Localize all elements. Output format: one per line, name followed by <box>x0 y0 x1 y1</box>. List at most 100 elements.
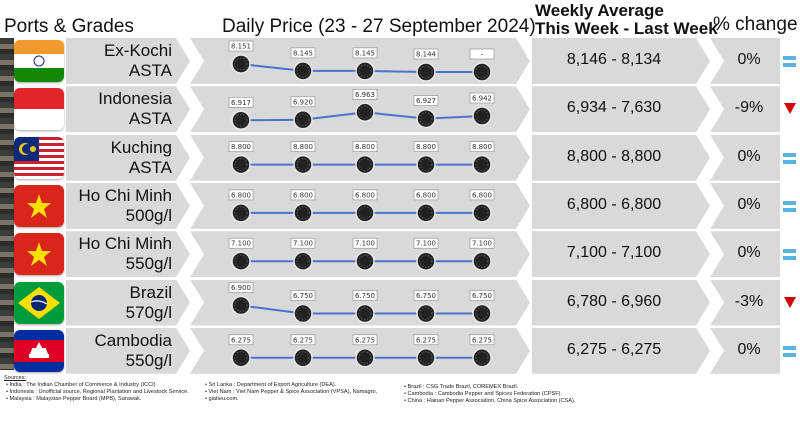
table-row: Indonesia ASTA 6,934 - 7,630 -9% <box>0 86 800 133</box>
table-row: Cambodia 550g/l 6,275 - 6,275 0% <box>0 327 800 374</box>
daily-price-cell <box>190 134 530 181</box>
ports-grades-header: Ports & Grades <box>4 16 134 37</box>
weekly-average-cell: 8,146 - 8,134 <box>532 38 710 84</box>
port-name: Kuching <box>110 137 172 157</box>
equal-icon <box>783 198 797 214</box>
port-grade-cell: Ho Chi Minh 500g/l <box>66 182 190 229</box>
grade-name: ASTA <box>128 109 172 129</box>
port-grade-label: Kuching ASTA <box>111 138 172 178</box>
table-row: Ho Chi Minh 500g/l 6,800 - 6,800 0% <box>0 182 800 229</box>
port-name: Cambodia <box>94 330 173 350</box>
port-grade-cell: Indonesia ASTA <box>66 86 190 133</box>
weekly-average-cell: 8,800 - 8,800 <box>532 134 710 181</box>
source-india: India : The Indian Chamber of Commerce &… <box>6 382 189 389</box>
source-sri-lanka: Sri Lanka : Department of Export Agricul… <box>205 382 377 389</box>
daily-price-cell <box>190 231 530 278</box>
weekly-average-value: 6,934 - 7,630 <box>566 99 662 117</box>
percent-change-value: 0% <box>737 147 761 165</box>
table-row: Ho Chi Minh 550g/l 7,100 - 7,100 0% <box>0 231 800 278</box>
port-grade-cell: Ho Chi Minh 550g/l <box>66 231 190 278</box>
port-name: Brazil <box>129 282 172 302</box>
port-grade-label: Indonesia ASTA <box>98 89 172 129</box>
down-triangle-icon <box>784 103 796 115</box>
weekly-average-header: Weekly Average This Week - Last Week <box>535 2 718 38</box>
sources-column-1: India : The Indian Chamber of Commerce &… <box>6 382 189 403</box>
daily-price-header: Daily Price (23 - 27 September 2024) <box>222 16 536 37</box>
port-grade-cell: Cambodia 550g/l <box>66 327 190 374</box>
table-row: Kuching ASTA 8,800 - 8,800 0% <box>0 134 800 181</box>
grade-name: ASTA <box>128 157 172 177</box>
cambodia-flag <box>14 329 64 372</box>
percent-change-value: 0% <box>737 51 761 68</box>
weekly-average-value: 8,146 - 8,134 <box>566 51 662 68</box>
percent-change-value: 0% <box>737 195 761 213</box>
port-grade-label: Brazil 570g/l <box>126 283 172 323</box>
weekly-average-cell: 6,800 - 6,800 <box>532 182 710 229</box>
percent-change-value: 0% <box>737 340 761 358</box>
port-name: Ho Chi Minh <box>78 234 172 254</box>
source-brazil: Brazil : CSG Trade Brazil, COREMEX Brazi… <box>404 384 575 391</box>
weekly-average-cell: 7,100 - 7,100 <box>532 231 710 278</box>
equal-icon <box>783 343 797 359</box>
percent-change-value: -3% <box>734 292 764 310</box>
sources-block: Sources: <box>4 375 26 382</box>
weekly-average-value: 6,780 - 6,960 <box>566 292 662 310</box>
source-china: China : Hainan Pepper Association, China… <box>404 398 576 405</box>
port-name: Indonesia <box>98 89 172 109</box>
table-row: Ex-Kochi ASTA 8,146 - 8,134 0% <box>0 38 800 84</box>
sources-title: Sources: <box>4 375 27 381</box>
port-grade-cell: Kuching ASTA <box>66 134 190 181</box>
vietnam-flag <box>14 184 64 227</box>
table-row: Brazil 570g/l 6,780 - 6,960 -3% <box>0 279 800 326</box>
indonesia-flag <box>14 88 64 131</box>
daily-price-cell <box>190 86 530 133</box>
weekly-average-subtitle: This Week - Last Week <box>535 19 718 38</box>
weekly-average-value: 7,100 - 7,100 <box>566 244 662 262</box>
grade-name: 500g/l <box>125 205 172 225</box>
port-grade-label: Ho Chi Minh 500g/l <box>78 186 172 226</box>
percent-change-cell: 0% <box>710 38 780 84</box>
equal-icon <box>783 53 797 69</box>
weekly-average-cell: 6,934 - 7,630 <box>532 86 710 133</box>
percent-change-value: -9% <box>734 99 764 117</box>
weekly-average-value: 6,800 - 6,800 <box>566 195 662 213</box>
down-triangle-icon <box>784 296 796 308</box>
port-grade-cell: Brazil 570g/l <box>66 279 190 326</box>
weekly-average-value: 8,800 - 8,800 <box>566 147 662 165</box>
sources-column-2: Sri Lanka : Department of Export Agricul… <box>205 382 378 403</box>
percent-change-cell: 0% <box>710 231 780 278</box>
brazil-flag <box>14 281 64 324</box>
source-vietnam: Viet Nam : Viet Nam Pepper & Spice Assoc… <box>205 389 378 396</box>
daily-price-cell <box>190 279 530 326</box>
port-grade-label: Cambodia 550g/l <box>95 331 173 371</box>
port-grade-label: Ex-Kochi ASTA <box>104 41 172 81</box>
percent-change-cell: -9% <box>710 86 780 133</box>
percent-change-cell: 0% <box>710 134 780 181</box>
port-name: Ex-Kochi <box>103 41 172 60</box>
india-flag <box>14 40 64 82</box>
grade-name: 570g/l <box>125 302 172 322</box>
sources-column-3: Brazil : CSG Trade Brazil, COREMEX Brazi… <box>404 384 576 405</box>
percent-change-header: % change <box>713 14 798 35</box>
percent-change-cell: 0% <box>710 327 780 374</box>
port-name: Ho Chi Minh <box>78 185 172 205</box>
grade-name: 550g/l <box>125 350 172 370</box>
malaysia-flag <box>14 136 64 179</box>
percent-change-cell: 0% <box>710 182 780 229</box>
weekly-average-title: Weekly Average <box>535 1 664 20</box>
percent-change-cell: -3% <box>710 279 780 326</box>
grade-name: ASTA <box>128 61 172 80</box>
percent-change-value: 0% <box>737 244 761 262</box>
source-vietnam-cont: giatieu.com. <box>205 396 377 403</box>
port-grade-label: Ho Chi Minh 550g/l <box>78 234 172 274</box>
source-indonesia: Indonesia : Unofficial source, Regional … <box>6 389 189 396</box>
daily-price-cell <box>190 182 530 229</box>
weekly-average-cell: 6,780 - 6,960 <box>532 279 710 326</box>
source-malaysia: Malaysia : Malaysian Pepper Board (MPB),… <box>6 396 189 403</box>
grade-name: 550g/l <box>125 254 172 274</box>
weekly-average-value: 6,275 - 6,275 <box>566 340 662 358</box>
equal-icon <box>783 246 797 262</box>
weekly-average-cell: 6,275 - 6,275 <box>532 327 710 374</box>
source-cambodia: Cambodia : Cambodia Pepper and Spices Fe… <box>404 391 575 398</box>
port-grade-cell: Ex-Kochi ASTA <box>66 38 190 84</box>
